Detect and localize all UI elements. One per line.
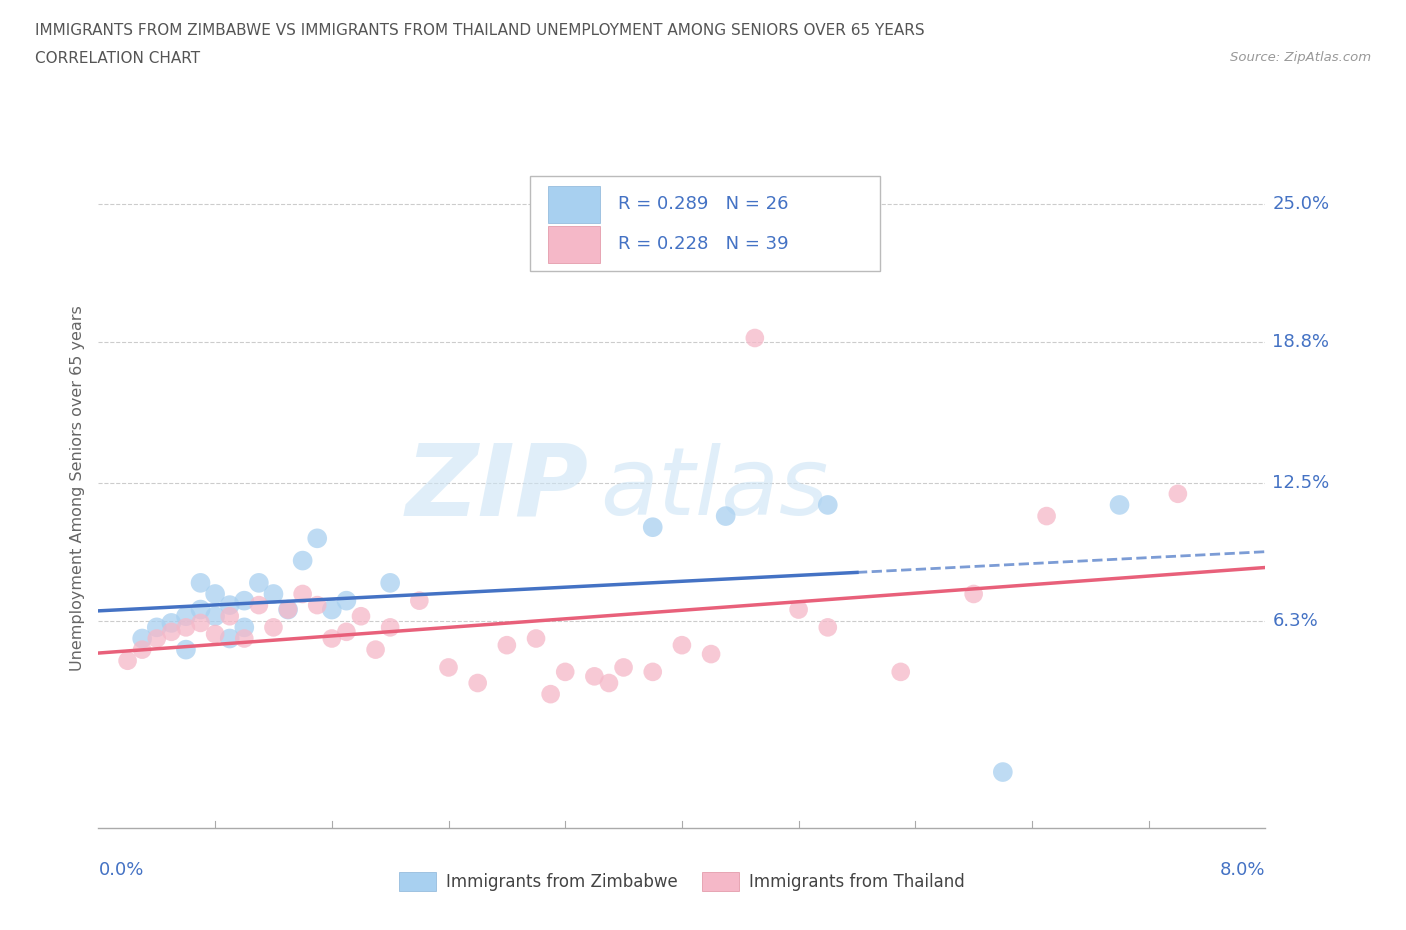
- Text: R = 0.289   N = 26: R = 0.289 N = 26: [617, 195, 789, 214]
- Point: [233, 593, 256, 608]
- Text: ZIP: ZIP: [405, 440, 589, 537]
- Point: [204, 587, 226, 602]
- FancyBboxPatch shape: [530, 176, 880, 271]
- Point: [291, 587, 314, 602]
- Point: [671, 638, 693, 653]
- Point: [174, 643, 197, 658]
- Point: [437, 660, 460, 675]
- Y-axis label: Unemployment Among Seniors over 65 years: Unemployment Among Seniors over 65 years: [70, 305, 86, 671]
- Point: [335, 593, 357, 608]
- Text: 0.0%: 0.0%: [98, 860, 143, 879]
- Point: [174, 620, 197, 635]
- Point: [991, 764, 1014, 779]
- Text: 12.5%: 12.5%: [1272, 473, 1330, 492]
- Point: [641, 664, 664, 679]
- Point: [247, 598, 270, 613]
- Point: [408, 593, 430, 608]
- Point: [247, 576, 270, 591]
- Point: [277, 602, 299, 617]
- Point: [378, 620, 402, 635]
- Point: [350, 609, 373, 624]
- Point: [641, 520, 664, 535]
- Point: [598, 675, 620, 690]
- Point: [146, 631, 169, 646]
- Text: 25.0%: 25.0%: [1272, 195, 1330, 214]
- Point: [554, 664, 576, 679]
- Point: [583, 669, 606, 684]
- Point: [962, 587, 984, 602]
- Text: 6.3%: 6.3%: [1272, 612, 1319, 630]
- Point: [174, 609, 197, 624]
- Point: [146, 620, 169, 635]
- Point: [204, 609, 226, 624]
- Point: [131, 643, 153, 658]
- Bar: [548, 186, 600, 223]
- Point: [467, 675, 489, 690]
- Point: [1035, 509, 1057, 524]
- Text: 18.8%: 18.8%: [1272, 334, 1330, 352]
- Point: [218, 609, 240, 624]
- Point: [262, 620, 284, 635]
- Point: [700, 646, 723, 661]
- Legend: Immigrants from Zimbabwe, Immigrants from Thailand: Immigrants from Zimbabwe, Immigrants fro…: [392, 865, 972, 897]
- Bar: [548, 226, 600, 263]
- Point: [307, 598, 329, 613]
- Text: atlas: atlas: [600, 443, 828, 534]
- Point: [233, 631, 256, 646]
- Text: Source: ZipAtlas.com: Source: ZipAtlas.com: [1230, 51, 1371, 64]
- Text: CORRELATION CHART: CORRELATION CHART: [35, 51, 200, 66]
- Point: [496, 638, 519, 653]
- Point: [160, 616, 183, 631]
- Point: [378, 576, 402, 591]
- Point: [321, 631, 343, 646]
- Point: [117, 653, 139, 668]
- Text: R = 0.228   N = 39: R = 0.228 N = 39: [617, 235, 789, 253]
- Point: [540, 686, 562, 701]
- Point: [190, 616, 212, 631]
- Text: IMMIGRANTS FROM ZIMBABWE VS IMMIGRANTS FROM THAILAND UNEMPLOYMENT AMONG SENIORS : IMMIGRANTS FROM ZIMBABWE VS IMMIGRANTS F…: [35, 23, 925, 38]
- Point: [1108, 498, 1130, 512]
- Point: [204, 627, 226, 642]
- Point: [335, 624, 357, 639]
- Point: [218, 631, 240, 646]
- Point: [817, 620, 839, 635]
- Point: [190, 602, 212, 617]
- Point: [890, 664, 912, 679]
- Point: [233, 620, 256, 635]
- Point: [131, 631, 153, 646]
- Point: [364, 643, 387, 658]
- Point: [218, 598, 240, 613]
- Point: [277, 602, 299, 617]
- Point: [321, 602, 343, 617]
- Point: [744, 330, 766, 345]
- Point: [307, 531, 329, 546]
- Point: [190, 576, 212, 591]
- Point: [714, 509, 737, 524]
- Point: [160, 624, 183, 639]
- Point: [524, 631, 547, 646]
- Point: [612, 660, 634, 675]
- Point: [787, 602, 810, 617]
- Text: 8.0%: 8.0%: [1220, 860, 1265, 879]
- Point: [817, 498, 839, 512]
- Point: [1167, 486, 1189, 501]
- Point: [262, 587, 284, 602]
- Point: [291, 553, 314, 568]
